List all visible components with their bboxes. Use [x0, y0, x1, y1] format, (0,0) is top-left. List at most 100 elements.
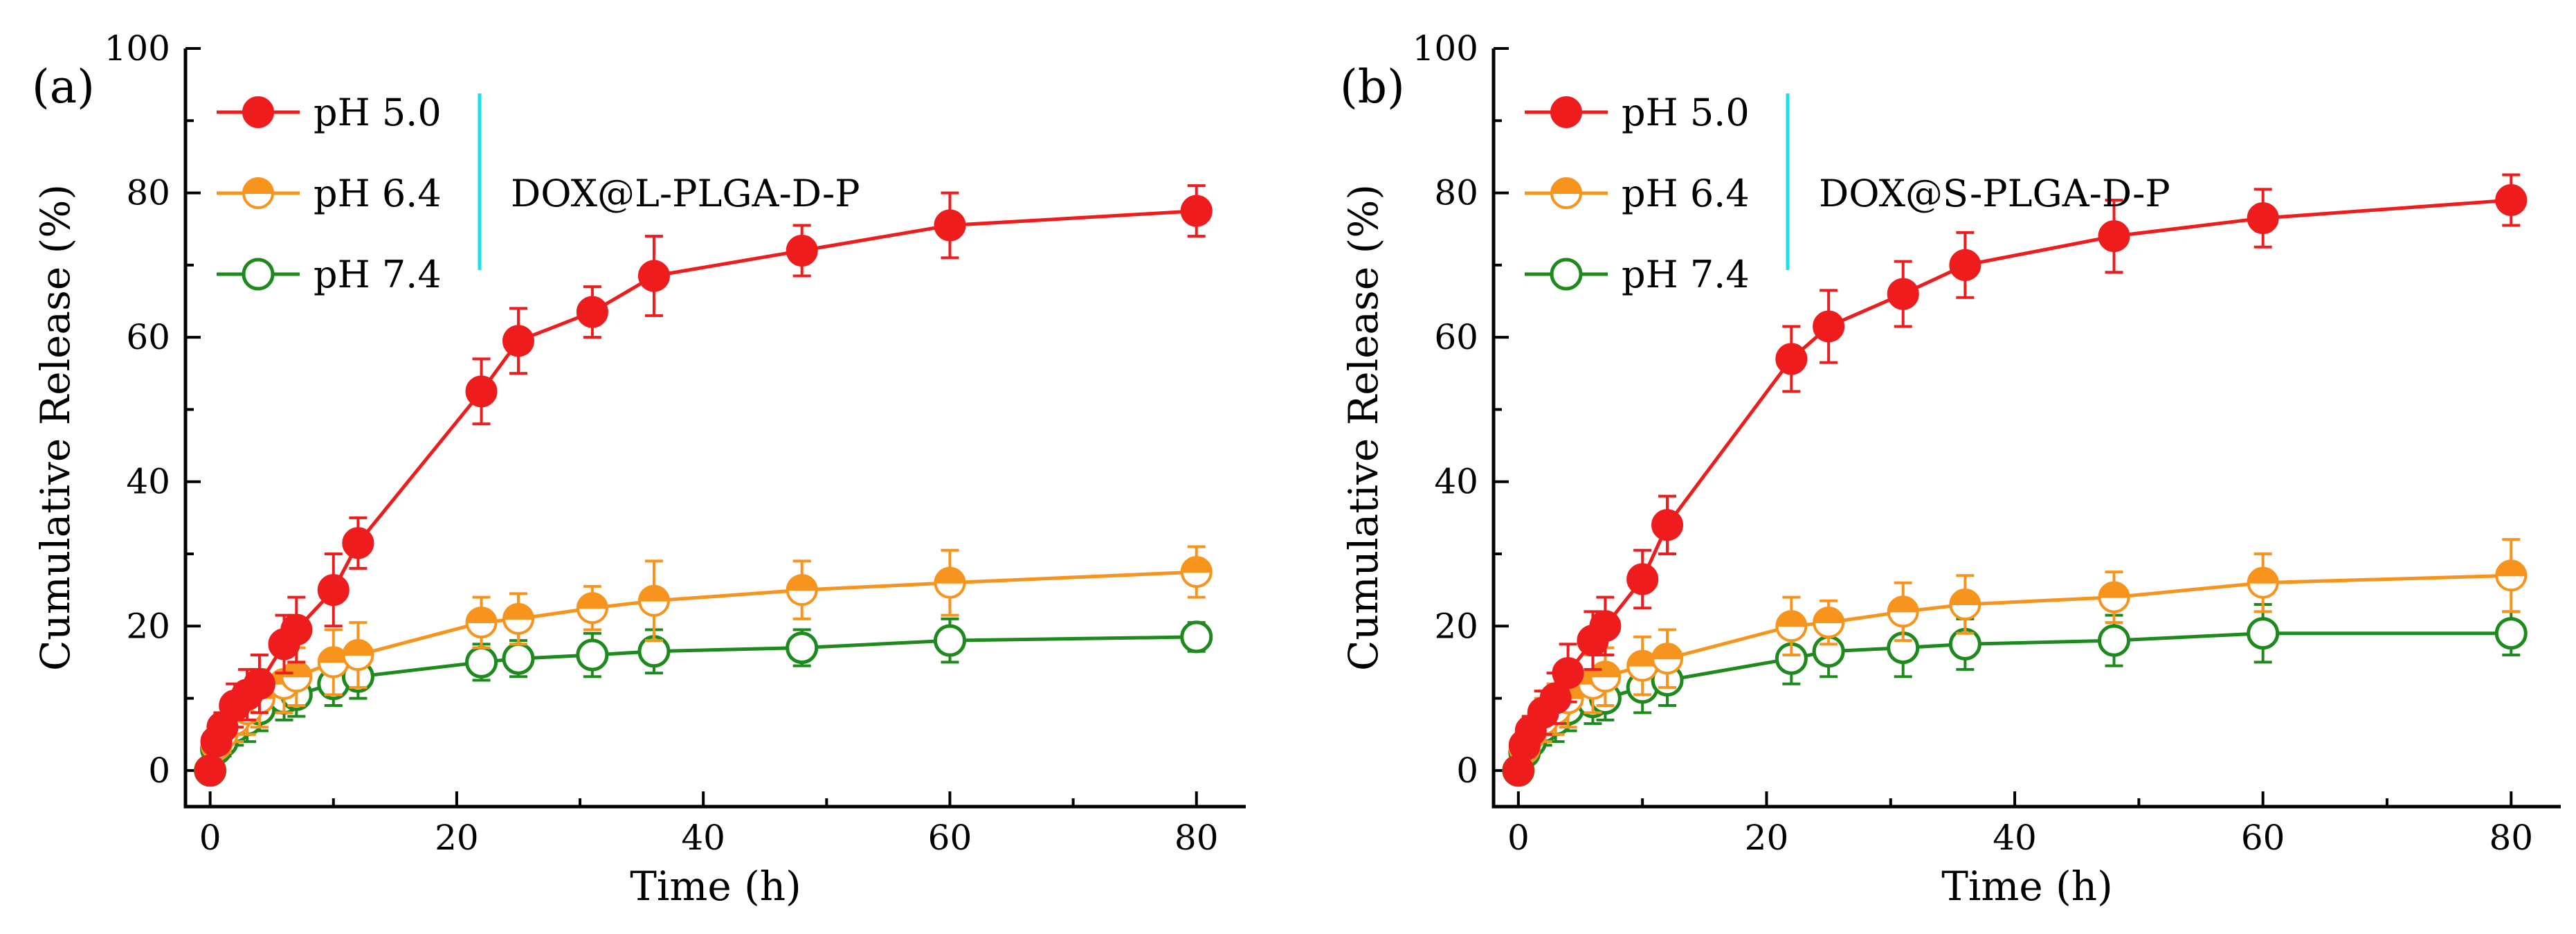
x-tick-label: 20	[1745, 818, 1789, 858]
data-point	[1180, 556, 1213, 589]
y-tick-label: 60	[1434, 317, 1478, 357]
y-tick-label: 100	[1413, 28, 1478, 69]
legend-item: pH 7.4	[217, 253, 442, 296]
legend-marker	[1550, 177, 1582, 209]
y-tick-label: 100	[105, 28, 170, 69]
legend-label: pH 6.4	[1622, 172, 1750, 215]
data-point	[933, 624, 966, 657]
y-axis-title: Cumulative Release (%)	[32, 184, 79, 671]
chart-panel-b: 0 20 40 60 80 100 0 20 40 60 80 Time (h) Cumulative …	[1340, 28, 2561, 910]
x-tick-label: 0	[199, 818, 221, 858]
x-tick-label: 60	[928, 818, 972, 858]
data-point	[1775, 343, 1808, 375]
legend-item: pH 7.4	[1525, 253, 1750, 296]
data-point	[2495, 184, 2528, 216]
x-tick-label: 60	[2241, 818, 2285, 858]
data-point	[1949, 249, 1981, 281]
panel-label: (b)	[1340, 60, 1405, 114]
data-point	[280, 613, 313, 646]
y-tick-label: 20	[126, 606, 170, 646]
legend-label: pH 5.0	[314, 91, 442, 134]
legend-item: pH 6.4	[217, 172, 442, 215]
data-point	[1813, 310, 1845, 343]
data-point	[786, 574, 818, 607]
data-point	[2098, 220, 2130, 253]
data-point	[502, 325, 534, 357]
y-tick-label: 0	[1456, 751, 1478, 791]
data-point	[2247, 202, 2279, 235]
data-point	[2247, 566, 2279, 599]
data-point	[1775, 610, 1808, 643]
data-point	[576, 296, 608, 328]
data-point	[280, 661, 313, 693]
legend-label: pH 5.0	[1622, 91, 1750, 134]
data-point	[465, 607, 498, 639]
y-tick-label: 40	[126, 462, 170, 502]
y-tick-label: 0	[148, 751, 170, 791]
data-point	[1180, 620, 1213, 654]
data-point	[2098, 624, 2131, 657]
legend-label: pH 6.4	[314, 172, 442, 215]
data-point	[1651, 643, 1684, 675]
data-point	[502, 602, 534, 635]
y-tick-label: 80	[126, 173, 170, 213]
legend-marker	[242, 258, 275, 291]
data-point	[1552, 657, 1584, 690]
x-axis-title: Time (h)	[1941, 863, 2113, 910]
x-tick-label: 40	[681, 818, 725, 858]
data-point	[637, 260, 670, 292]
data-point	[786, 235, 818, 267]
data-point	[576, 638, 609, 672]
series-ph-6.4	[194, 545, 1213, 787]
data-point	[317, 574, 350, 607]
legend-label: pH 7.4	[314, 253, 442, 296]
legend-item: pH 5.0	[217, 91, 442, 134]
data-point	[1949, 589, 1981, 620]
x-tick-label: 40	[1993, 818, 2037, 858]
x-tick-label: 80	[2489, 818, 2533, 858]
sample-label: DOX@L-PLGA-D-P	[511, 172, 860, 215]
legend-marker	[1550, 96, 1582, 128]
x-axis-title: Time (h)	[630, 863, 801, 910]
legend-marker	[242, 96, 274, 128]
data-point	[1539, 682, 1572, 715]
data-point	[2495, 559, 2528, 592]
data-point	[934, 209, 966, 242]
panel-label: (a)	[32, 60, 95, 114]
data-point	[194, 754, 226, 787]
data-point	[1589, 661, 1622, 693]
x-tick-label: 20	[435, 818, 479, 858]
series-ph-5.0	[194, 184, 1213, 787]
legend-item: pH 6.4	[1525, 172, 1750, 215]
data-point	[2247, 617, 2280, 650]
data-point	[1651, 509, 1684, 541]
x-tick-label: 80	[1174, 818, 1219, 858]
sample-label: DOX@S-PLGA-D-P	[1819, 172, 2170, 215]
data-point	[465, 645, 498, 679]
legend-marker	[242, 177, 274, 209]
data-point	[342, 527, 374, 559]
data-point	[1180, 195, 1213, 227]
y-tick-label: 60	[126, 317, 170, 357]
y-axis-title: Cumulative Release (%)	[1340, 184, 1387, 671]
data-point	[243, 667, 275, 700]
axis-frame	[1491, 48, 2561, 809]
data-point	[342, 639, 374, 671]
data-point	[637, 584, 670, 617]
data-point	[1887, 595, 1919, 628]
data-point	[1813, 607, 1845, 639]
data-point	[786, 631, 819, 665]
data-point	[2098, 581, 2130, 613]
data-point	[2494, 617, 2528, 650]
x-tick-label: 0	[1507, 818, 1530, 858]
data-point	[502, 642, 535, 675]
y-tick-label: 20	[1434, 606, 1478, 646]
data-point	[1887, 278, 1919, 310]
data-point	[934, 566, 966, 599]
legend-item: pH 5.0	[1525, 91, 1750, 134]
legend-label: pH 7.4	[1622, 253, 1750, 296]
axis-frame	[183, 48, 1246, 809]
data-point	[1589, 610, 1622, 643]
chart-panel-a: 0 20 40 60 80 100 0 20 40 60 80 Time (h) Cumulative …	[32, 28, 1246, 910]
